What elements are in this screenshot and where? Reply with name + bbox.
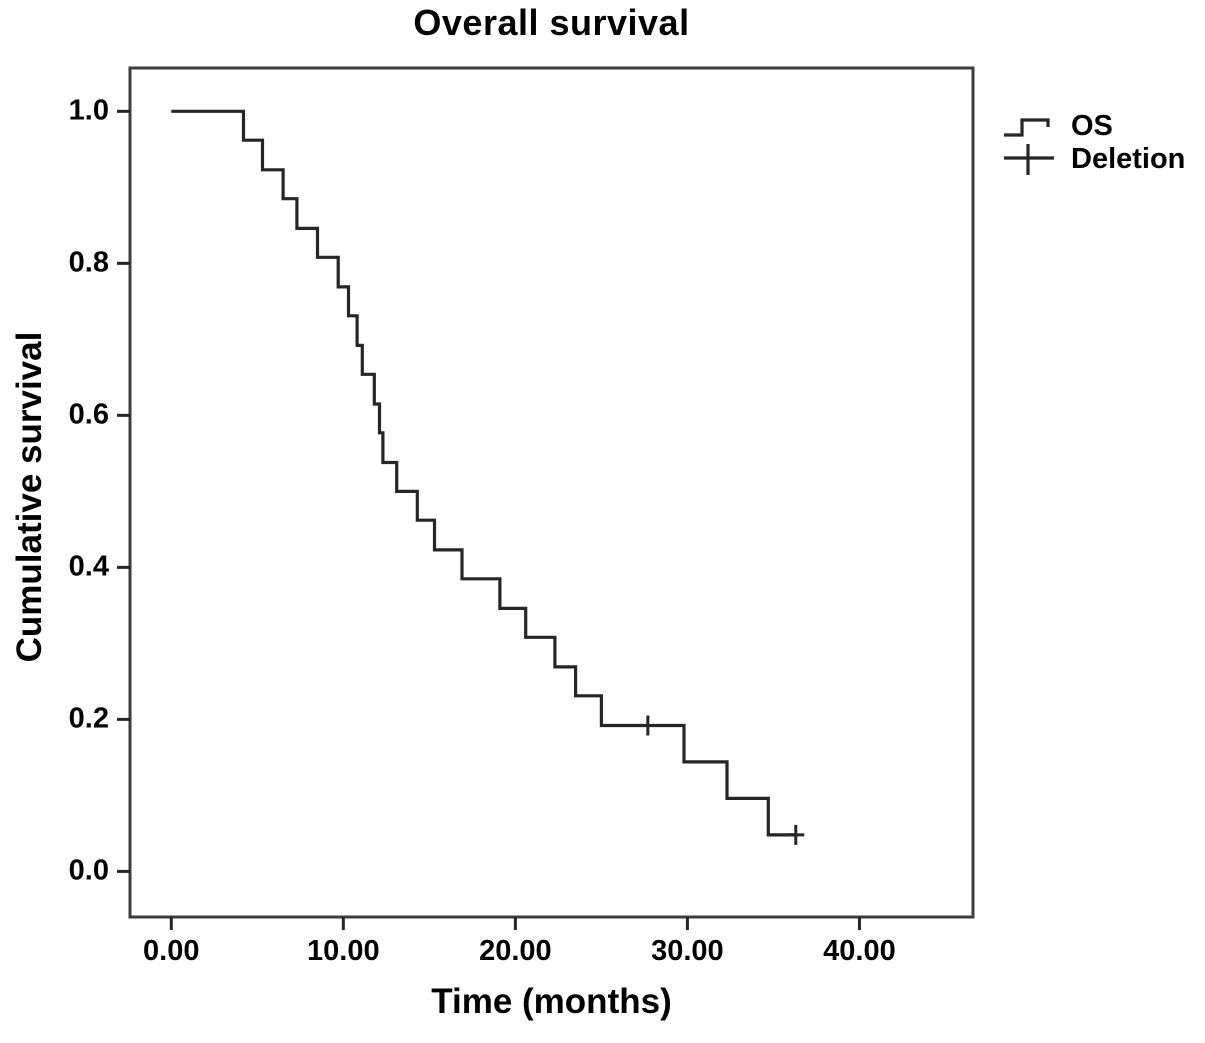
y-tick-label: 0.6 (68, 398, 109, 431)
x-tick-label: 40.00 (823, 935, 896, 967)
legend: OS Deletion (1002, 110, 1185, 176)
x-tick-label: 30.00 (651, 935, 724, 967)
legend-item-os: OS (1002, 110, 1185, 143)
x-tick-label: 0.00 (143, 935, 200, 967)
plot-frame (128, 66, 975, 919)
y-tick-label: 1.0 (68, 94, 109, 127)
legend-label-deletion: Deletion (1071, 143, 1186, 175)
x-tick-label: 20.00 (479, 935, 552, 967)
chart-title: Overall survival (413, 2, 690, 43)
step-line-icon (1004, 117, 1050, 137)
y-tick-label: 0.4 (68, 550, 109, 583)
y-tick-label: 0.8 (68, 246, 109, 279)
os-survival-curve (171, 109, 796, 837)
x-axis-title: Time (months) (431, 982, 672, 1021)
legend-label-os: OS (1071, 110, 1113, 142)
legend-item-deletion: Deletion (1002, 143, 1185, 176)
plus-icon (1004, 144, 1054, 175)
x-tick-label: 10.00 (307, 935, 380, 967)
censor-mark (639, 715, 657, 736)
y-tick-label: 0.0 (68, 854, 109, 887)
y-tick-label: 0.2 (68, 702, 109, 735)
censor-mark (787, 824, 805, 845)
